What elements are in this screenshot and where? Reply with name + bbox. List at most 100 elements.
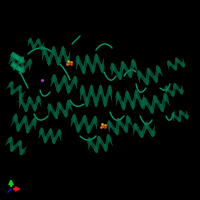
Polygon shape	[23, 149, 25, 154]
Polygon shape	[175, 115, 176, 119]
Polygon shape	[21, 150, 23, 155]
Polygon shape	[136, 64, 137, 71]
Polygon shape	[57, 131, 58, 137]
Polygon shape	[70, 102, 71, 109]
Polygon shape	[130, 98, 131, 107]
Polygon shape	[17, 86, 20, 90]
Polygon shape	[22, 93, 24, 97]
Polygon shape	[176, 58, 178, 62]
Polygon shape	[62, 77, 63, 84]
Polygon shape	[141, 101, 142, 108]
Polygon shape	[15, 114, 16, 121]
Polygon shape	[43, 43, 44, 48]
Polygon shape	[67, 83, 68, 91]
Polygon shape	[165, 87, 166, 92]
Polygon shape	[16, 62, 18, 68]
Polygon shape	[110, 137, 112, 144]
Polygon shape	[106, 143, 107, 150]
Polygon shape	[153, 75, 155, 82]
Polygon shape	[114, 128, 116, 134]
Polygon shape	[178, 118, 180, 122]
Polygon shape	[29, 97, 30, 103]
Polygon shape	[58, 85, 59, 92]
Polygon shape	[74, 76, 75, 83]
Polygon shape	[132, 101, 133, 109]
Polygon shape	[10, 82, 12, 86]
Polygon shape	[66, 81, 67, 89]
Polygon shape	[93, 117, 94, 124]
Polygon shape	[131, 100, 132, 108]
Polygon shape	[50, 104, 51, 111]
Polygon shape	[69, 100, 70, 107]
Polygon shape	[172, 92, 174, 96]
Polygon shape	[123, 125, 125, 132]
Polygon shape	[172, 116, 173, 121]
Polygon shape	[106, 141, 107, 148]
Polygon shape	[51, 130, 52, 136]
Polygon shape	[16, 117, 17, 124]
Polygon shape	[20, 94, 23, 98]
Polygon shape	[165, 86, 167, 91]
Polygon shape	[179, 112, 181, 117]
Polygon shape	[128, 69, 129, 76]
Polygon shape	[153, 97, 155, 104]
Polygon shape	[165, 94, 167, 101]
Polygon shape	[49, 129, 50, 135]
Polygon shape	[16, 62, 17, 69]
Polygon shape	[27, 101, 28, 107]
Polygon shape	[109, 121, 111, 128]
Polygon shape	[175, 65, 176, 70]
Polygon shape	[183, 112, 184, 117]
Polygon shape	[124, 102, 125, 110]
Polygon shape	[17, 142, 19, 147]
Polygon shape	[13, 63, 15, 69]
Polygon shape	[61, 79, 62, 86]
Polygon shape	[13, 56, 14, 63]
Polygon shape	[133, 99, 134, 108]
Polygon shape	[154, 96, 155, 104]
Polygon shape	[25, 118, 27, 125]
Polygon shape	[162, 103, 164, 110]
Polygon shape	[116, 127, 118, 134]
Polygon shape	[13, 61, 15, 67]
Polygon shape	[172, 113, 174, 117]
Polygon shape	[148, 125, 149, 131]
Polygon shape	[24, 104, 25, 111]
Polygon shape	[14, 64, 16, 70]
Polygon shape	[52, 76, 53, 84]
Polygon shape	[167, 87, 169, 92]
Polygon shape	[177, 117, 179, 121]
Polygon shape	[88, 140, 89, 147]
Polygon shape	[162, 102, 164, 110]
Polygon shape	[178, 118, 180, 122]
Polygon shape	[163, 96, 165, 103]
Polygon shape	[55, 112, 56, 119]
Polygon shape	[100, 62, 101, 70]
Polygon shape	[10, 140, 12, 145]
Polygon shape	[20, 146, 22, 151]
Polygon shape	[148, 103, 150, 111]
Polygon shape	[12, 117, 14, 124]
Polygon shape	[177, 117, 179, 122]
Polygon shape	[149, 105, 151, 112]
Polygon shape	[127, 91, 128, 99]
Polygon shape	[113, 63, 114, 70]
Polygon shape	[117, 70, 118, 78]
Polygon shape	[33, 45, 34, 49]
Polygon shape	[83, 66, 84, 74]
Polygon shape	[124, 99, 125, 107]
Polygon shape	[100, 61, 101, 70]
Polygon shape	[172, 64, 174, 69]
Polygon shape	[49, 129, 50, 135]
Polygon shape	[57, 109, 58, 116]
Polygon shape	[51, 106, 52, 113]
Polygon shape	[56, 112, 57, 119]
Polygon shape	[32, 101, 33, 108]
Polygon shape	[90, 138, 91, 144]
Polygon shape	[168, 61, 170, 65]
Polygon shape	[164, 95, 165, 102]
Polygon shape	[26, 122, 27, 129]
Polygon shape	[184, 114, 186, 118]
Polygon shape	[21, 150, 23, 155]
Polygon shape	[92, 65, 93, 73]
